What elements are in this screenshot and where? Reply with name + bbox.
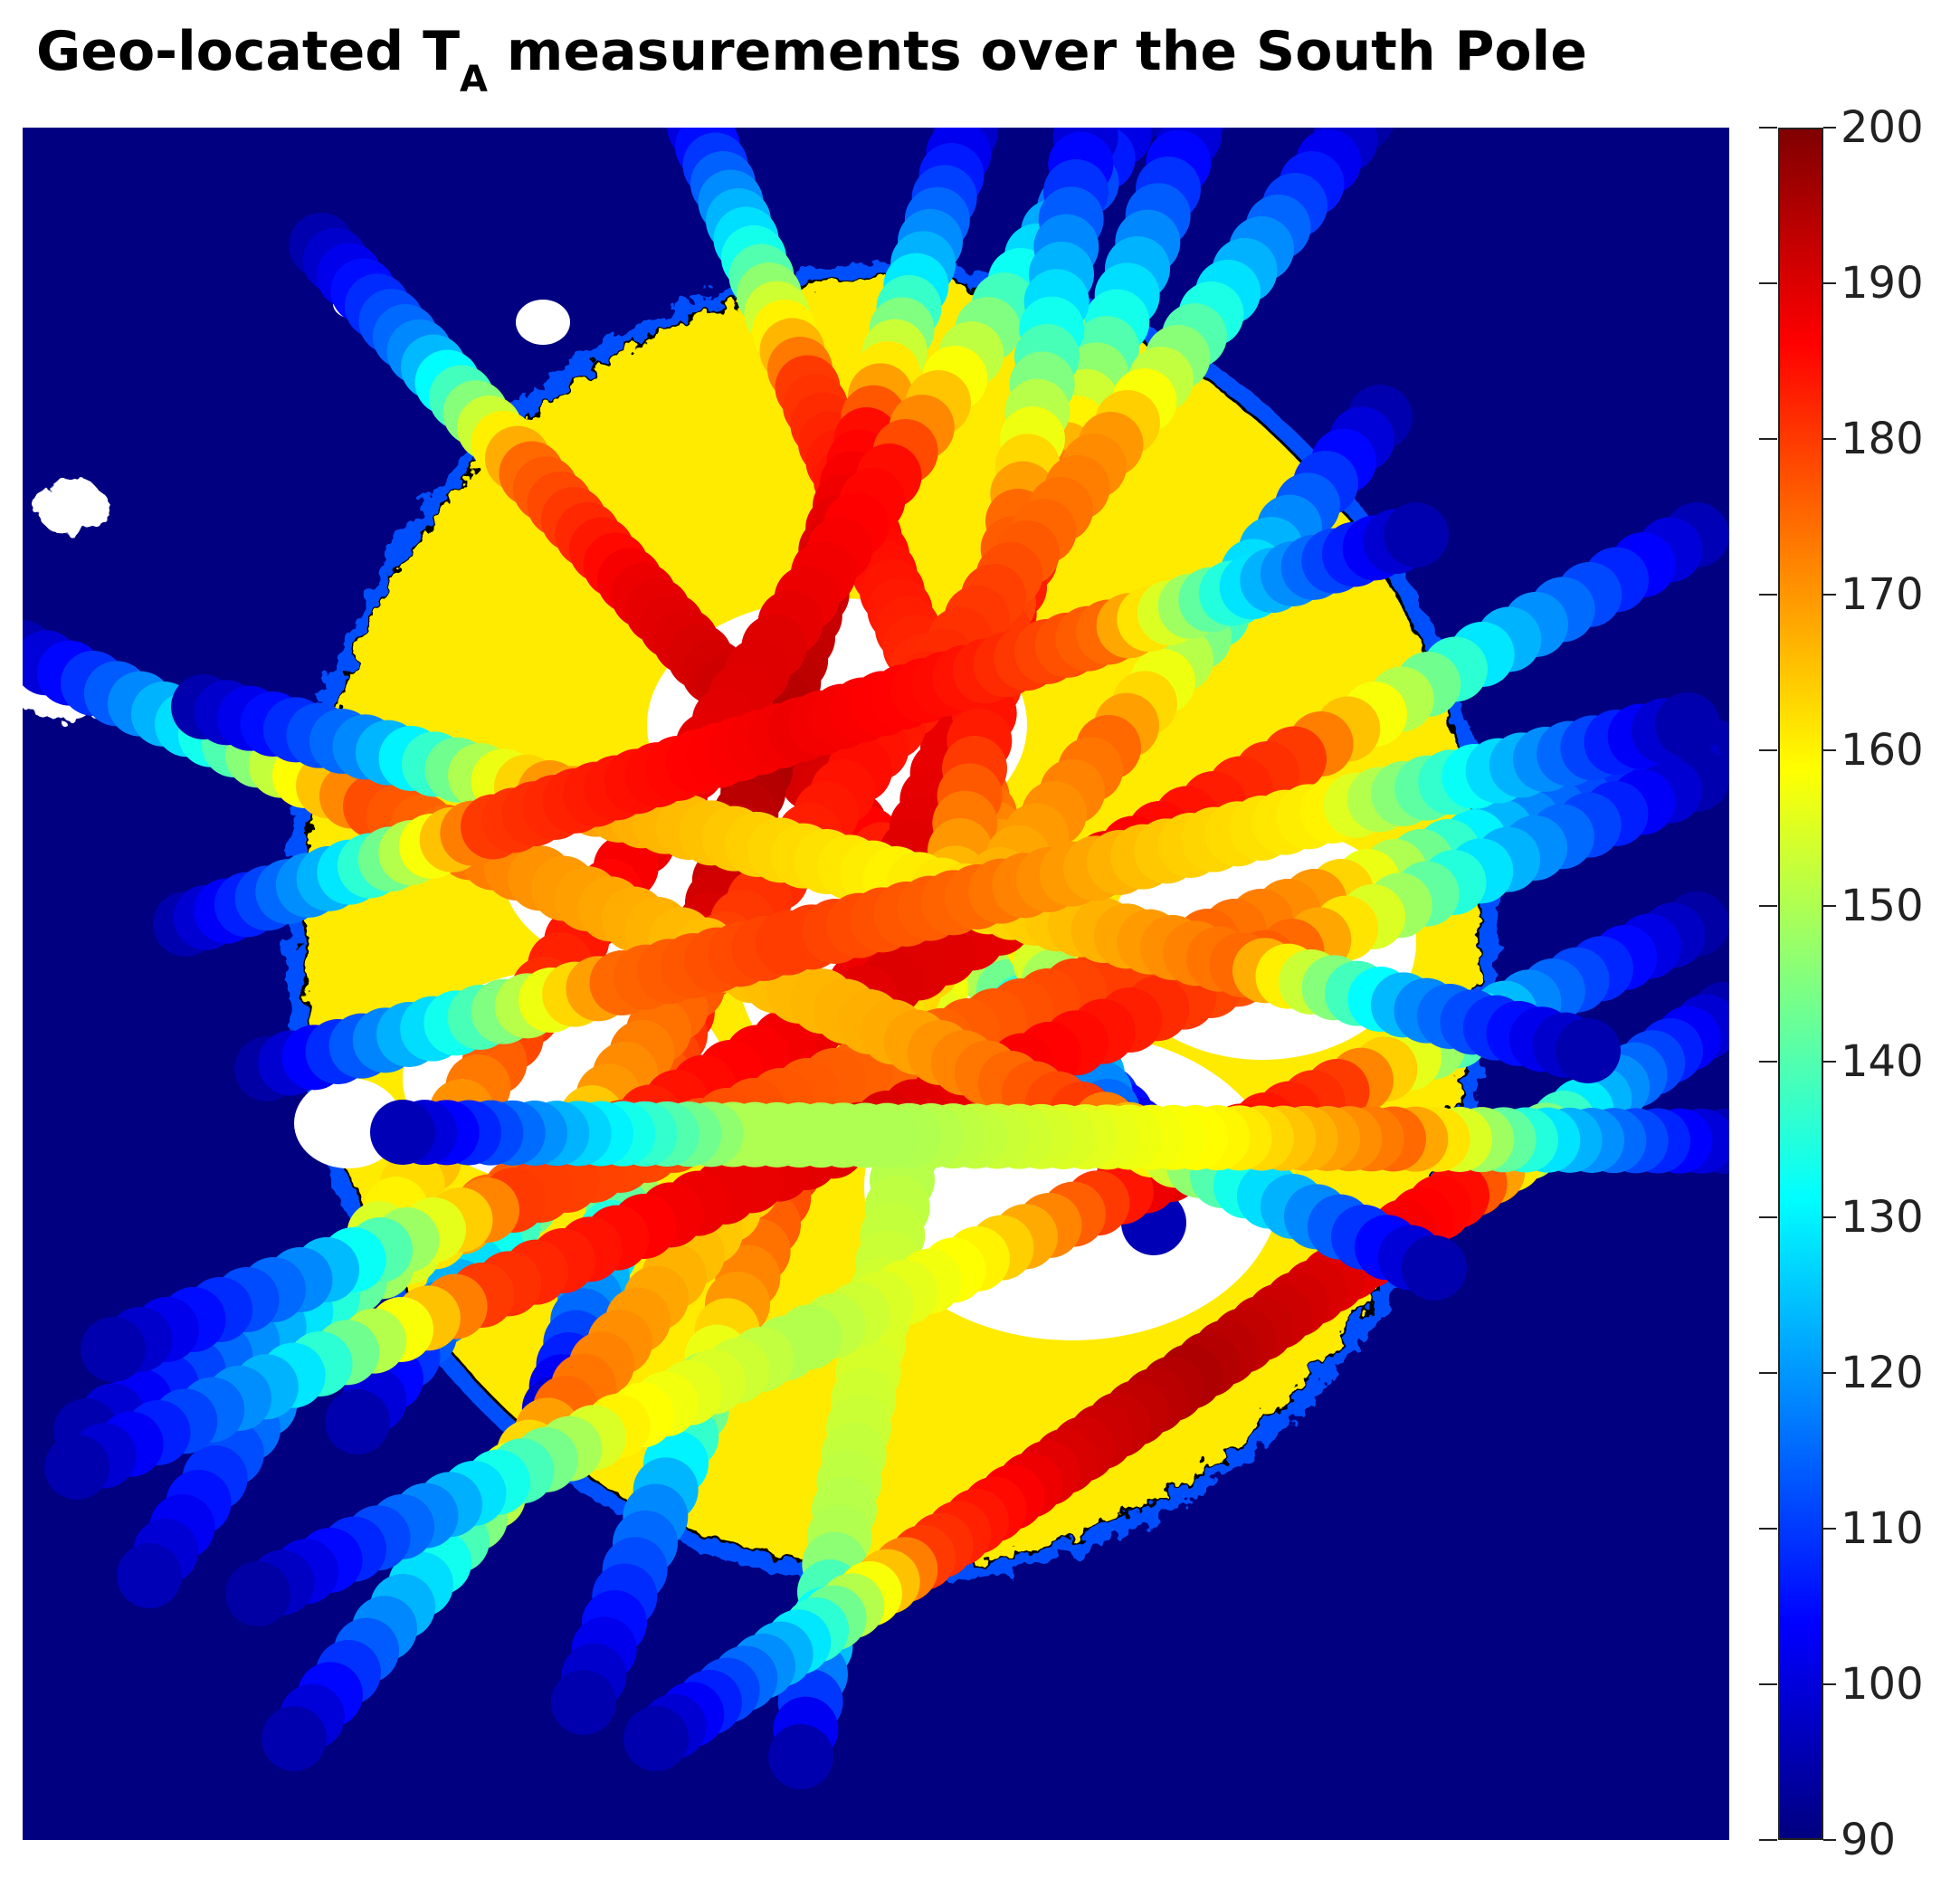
colorbar-tick-mark-inner	[1759, 1061, 1777, 1063]
colorbar-tick-mark-inner	[1759, 282, 1777, 284]
track-15	[370, 1100, 1729, 1174]
colorbar-tick-mark	[1823, 1372, 1836, 1374]
track-point	[1384, 502, 1449, 567]
track-point	[81, 1317, 146, 1382]
colorbar-tick-mark-inner	[1759, 1683, 1777, 1685]
track-layer	[23, 128, 1729, 1789]
colorbar-tick-mark-inner	[1759, 749, 1777, 751]
track-point	[768, 1724, 833, 1789]
colorbar-tick-mark	[1823, 749, 1836, 751]
colorbar-tick-label: 120	[1841, 1348, 1924, 1398]
map-svg	[23, 128, 1729, 1789]
colorbar-tick-label: 170	[1841, 569, 1924, 620]
colorbar-tick-mark-inner	[1759, 1528, 1777, 1530]
colorbar-tick-mark-inner	[1759, 1372, 1777, 1374]
track-18	[234, 692, 1720, 1101]
track-point	[44, 1435, 109, 1500]
plot-area	[23, 128, 1729, 1840]
colorbar-tick-label: 140	[1841, 1036, 1924, 1087]
colorbar-tick-label: 130	[1841, 1192, 1924, 1243]
track-point	[325, 1389, 390, 1454]
colorbar-tick-mark-inner	[1759, 594, 1777, 596]
speck-1	[36, 481, 109, 535]
track-point	[1655, 692, 1720, 758]
colorbar-tick-label: 100	[1841, 1659, 1924, 1710]
track-point	[117, 1543, 182, 1608]
colorbar-tick-mark	[1823, 1216, 1836, 1218]
colorbar-tick-label: 110	[1841, 1503, 1924, 1554]
colorbar-tick-mark	[1823, 1683, 1836, 1685]
colorbar-tick-mark	[1823, 1061, 1836, 1063]
colorbar-tick-label: 190	[1841, 258, 1924, 309]
colorbar-tick-label: 200	[1841, 102, 1924, 153]
colorbar-tick-label: 150	[1841, 881, 1924, 931]
track-point	[1556, 1018, 1621, 1083]
track-point	[1402, 1235, 1467, 1301]
colorbar-tick-mark-inner	[1759, 438, 1777, 440]
colorbar-tick-label: 180	[1841, 414, 1924, 464]
colorbar-tick-mark-inner	[1759, 127, 1777, 129]
track-point	[551, 1670, 616, 1735]
colorbar	[1778, 128, 1823, 1840]
colorbar-tick-mark	[1823, 905, 1836, 907]
colorbar-tick-mark	[1823, 1839, 1836, 1841]
colorbar-tick-label: 90	[1841, 1815, 1897, 1865]
colorbar-tick-mark	[1823, 594, 1836, 596]
colorbar-tick-label: 160	[1841, 725, 1924, 776]
colorbar-tick-mark	[1823, 1528, 1836, 1530]
track-17	[153, 502, 1449, 957]
colorbar-tick-mark-inner	[1759, 1839, 1777, 1841]
colorbar-tick-mark	[1823, 127, 1836, 129]
colorbar-tick-mark	[1823, 438, 1836, 440]
track-point	[225, 1561, 290, 1626]
track-point	[262, 1706, 327, 1771]
track-point	[370, 1100, 435, 1165]
colorbar-tick-mark-inner	[1759, 1216, 1777, 1218]
speck-4	[516, 300, 570, 345]
colorbar-tick-mark	[1823, 282, 1836, 284]
colorbar-tick-mark-inner	[1759, 905, 1777, 907]
track-point	[623, 1706, 689, 1771]
chart-title: Geo-located TA measurements over the Sou…	[36, 20, 1587, 100]
